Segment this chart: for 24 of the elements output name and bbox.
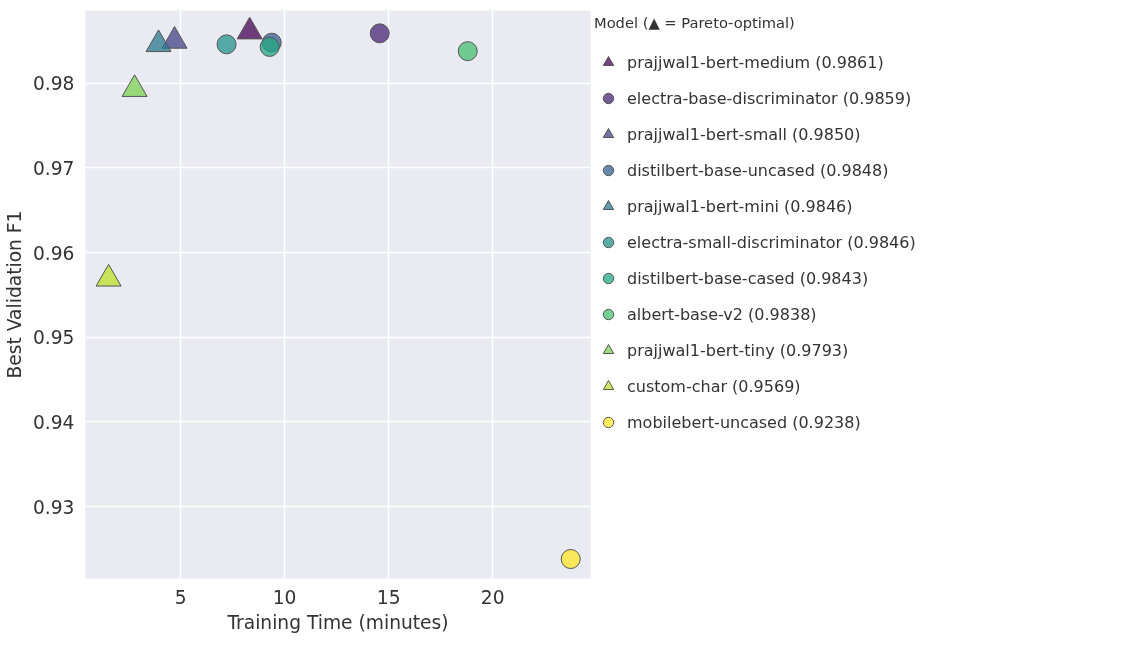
x-tick-label: 10 [272,586,297,608]
x-tick-label: 15 [376,586,401,608]
legend-label: prajjwal1-bert-tiny (0.9793) [627,340,849,360]
y-axis-title: Best Validation F1 [3,210,25,379]
x-tick-label: 5 [174,586,187,608]
legend-title: Model (▲ = Pareto-optimal) [594,14,796,31]
y-tick-label: 0.96 [32,242,75,264]
legend-label: distilbert-base-cased (0.9843) [627,268,869,288]
y-tick-label: 0.94 [32,411,75,433]
legend-label: custom-char (0.9569) [627,376,801,396]
y-tick-label: 0.98 [32,73,75,95]
legend-label: albert-base-v2 (0.9838) [627,304,817,324]
legend-label: mobilebert-uncased (0.9238) [627,412,861,432]
y-tick-label: 0.93 [32,496,75,518]
legend-label: prajjwal1-bert-mini (0.9846) [627,196,853,216]
x-axis-title: Training Time (minutes) [226,611,449,633]
legend-label: prajjwal1-bert-small (0.9850) [627,124,861,144]
y-tick-label: 0.95 [32,327,75,349]
legend-label: electra-base-discriminator (0.9859) [627,88,912,108]
x-tick-label: 20 [480,586,505,608]
y-tick-label: 0.97 [32,157,75,179]
legend-label: electra-small-discriminator (0.9846) [627,232,916,252]
legend-label: prajjwal1-bert-medium (0.9861) [627,52,884,72]
legend-label: distilbert-base-uncased (0.9848) [627,160,889,180]
